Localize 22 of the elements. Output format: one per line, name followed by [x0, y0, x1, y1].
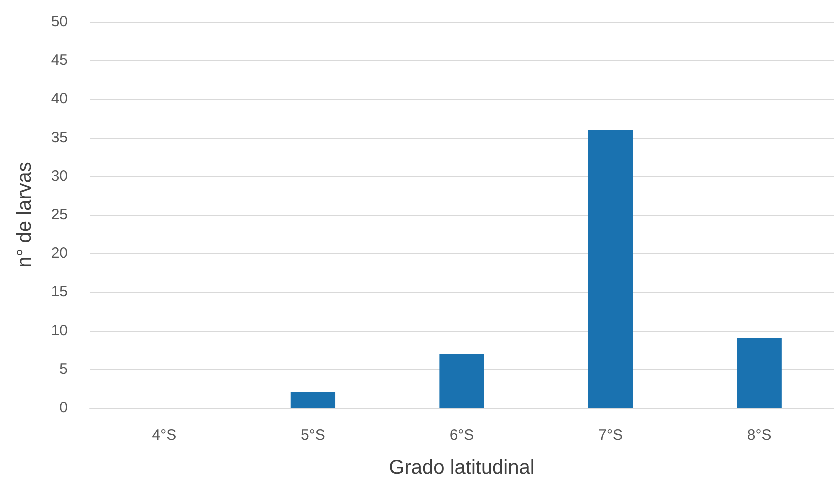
y-tick-label: 25 [51, 206, 68, 224]
y-tick-label: 30 [51, 168, 68, 185]
bar [440, 354, 484, 408]
bar [290, 392, 336, 408]
bar [737, 338, 782, 408]
y-tick-label: 20 [51, 245, 68, 262]
y-tick-label: 10 [51, 322, 68, 340]
y-tick-label: 50 [51, 14, 68, 30]
y-tick-label: 45 [51, 52, 68, 70]
y-tick-label: 5 [60, 360, 68, 378]
y-tick-label: 35 [51, 129, 68, 146]
y-tick-label: 15 [51, 284, 68, 301]
y-tick-label: 40 [51, 90, 68, 108]
x-axis-title: Grado latitudinal [389, 457, 535, 479]
x-tick-label: 5°S [301, 427, 326, 444]
x-tick-label: 4°S [152, 427, 177, 444]
y-tick-label: 0 [60, 400, 68, 416]
y-axis-title: n° de larvas [14, 162, 36, 268]
x-tick-label: 8°S [747, 427, 772, 444]
x-tick-label: 7°S [598, 427, 623, 444]
bar [588, 130, 634, 408]
x-tick-label: 6°S [450, 427, 474, 444]
